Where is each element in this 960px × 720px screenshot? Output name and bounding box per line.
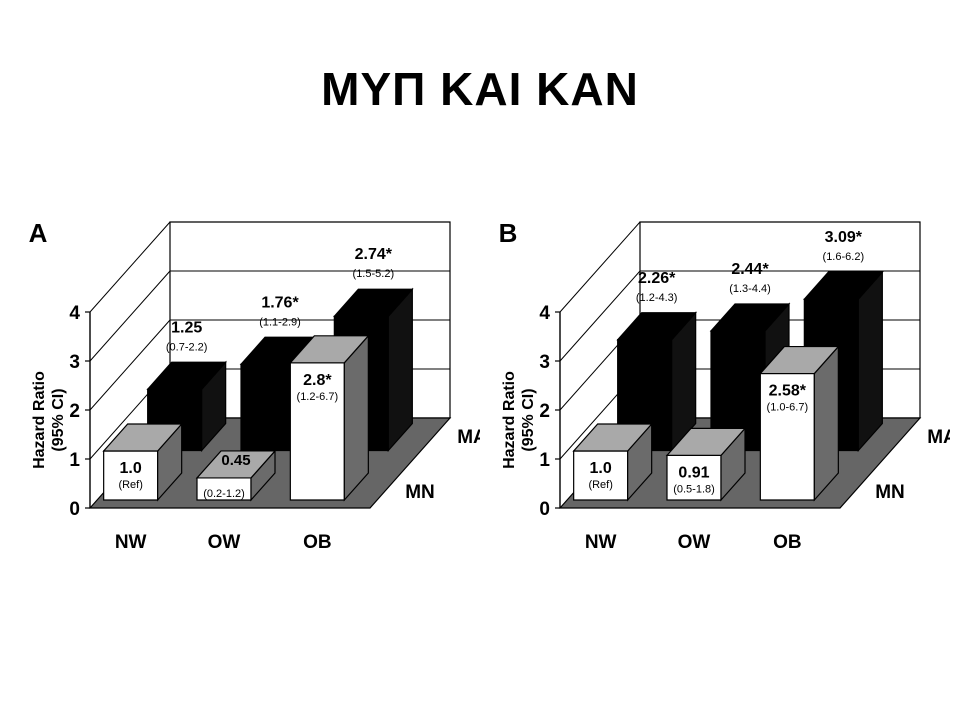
y-axis-label: Hazard Ratio (95% CI) bbox=[31, 371, 67, 469]
x-tick-label: OB bbox=[303, 532, 332, 553]
bar-top bbox=[572, 423, 654, 452]
bar-mn-ob: 2.8* (1.2-6.7) bbox=[288, 334, 370, 502]
value-label: 2.74* bbox=[355, 246, 393, 263]
gridline-side bbox=[559, 270, 641, 362]
x-tick-label: OB bbox=[773, 532, 802, 553]
y-tick-label: 4 bbox=[69, 303, 80, 324]
x-tick-label: NW bbox=[115, 532, 147, 553]
value-label: 3.09* bbox=[825, 229, 863, 246]
y-axis-label: Hazard Ratio (95% CI) bbox=[501, 371, 537, 469]
chart-panel-b: 0 1 2 3 4 B Hazard Ratio (95% CI) 2.26* (1.2-4.3)… bbox=[499, 218, 950, 553]
bar-top bbox=[102, 423, 184, 452]
panel-label: A bbox=[29, 218, 48, 248]
ci-label: (0.7-2.2) bbox=[166, 341, 208, 353]
bar-top bbox=[758, 345, 840, 375]
value-label: 2.26* bbox=[638, 270, 676, 287]
value-label: 1.76* bbox=[261, 294, 299, 311]
slide-title: ΜΥΠ ΚΑΙ ΚΑΝ bbox=[321, 63, 639, 115]
y-tick-label: 3 bbox=[69, 352, 80, 373]
y-tick-label: 2 bbox=[539, 401, 550, 422]
ci-label: (0.2-1.2) bbox=[203, 488, 245, 500]
bar-mn-ow: 0.45 (0.2-1.2) bbox=[195, 449, 277, 502]
value-label: 0.45 bbox=[221, 452, 250, 469]
bar-ma-ow: 2.44* (1.3-4.4) bbox=[709, 261, 791, 453]
bar-side bbox=[343, 334, 369, 502]
ci-label: (1.2-6.7) bbox=[297, 391, 339, 403]
gridline-side bbox=[89, 319, 171, 411]
bar-top bbox=[616, 312, 698, 341]
x-tick-label: OW bbox=[678, 532, 711, 553]
bar-top bbox=[146, 361, 228, 390]
gridline-side bbox=[89, 270, 171, 362]
value-label: 0.91 bbox=[678, 464, 709, 481]
bar-top bbox=[709, 303, 791, 332]
bar-mn-nw: 1.0 (Ref) bbox=[102, 422, 184, 502]
y-tick-label: 4 bbox=[539, 303, 550, 324]
value-label: 2.58* bbox=[769, 383, 807, 400]
ci-label: (1.5-5.2) bbox=[353, 268, 395, 280]
bar-top bbox=[665, 427, 747, 457]
y-axis-label-line1: Hazard Ratio bbox=[31, 371, 48, 469]
depth-label-ma: MA bbox=[927, 427, 950, 448]
y-tick-label: 0 bbox=[69, 499, 80, 520]
value-label: 1.0 bbox=[590, 460, 612, 477]
bar-front bbox=[240, 363, 296, 452]
value-label: 1.25 bbox=[171, 319, 202, 336]
bar-top bbox=[195, 450, 277, 479]
y-axis-label-line1: Hazard Ratio bbox=[501, 371, 518, 469]
bar-top bbox=[332, 288, 414, 317]
depth-label-mn: MN bbox=[405, 482, 435, 503]
y-tick-label: 3 bbox=[539, 352, 550, 373]
bar-ma-nw: 2.26* (1.2-4.3) bbox=[616, 270, 698, 453]
gridline-side bbox=[89, 221, 171, 313]
ci-label: (1.1-2.9) bbox=[259, 316, 301, 328]
y-tick-label: 1 bbox=[69, 450, 80, 471]
ci-label: (0.5-1.8) bbox=[673, 483, 715, 495]
ci-label: (Ref) bbox=[118, 479, 142, 491]
y-tick-label: 2 bbox=[69, 401, 80, 422]
value-label: 1.0 bbox=[120, 460, 142, 477]
y-tick-label: 0 bbox=[539, 499, 550, 520]
panel-label: B bbox=[499, 218, 518, 248]
value-label: 2.44* bbox=[731, 261, 769, 278]
ci-label: (1.2-4.3) bbox=[636, 292, 678, 304]
depth-label-mn: MN bbox=[875, 482, 905, 503]
bar-side bbox=[857, 270, 883, 453]
depth-label-ma: MA bbox=[457, 427, 480, 448]
ci-label: (1.6-6.2) bbox=[823, 251, 865, 263]
bar-top bbox=[802, 271, 884, 300]
bar-mn-ob: 2.58* (1.0-6.7) bbox=[758, 345, 840, 502]
y-axis-label-line2: (95% CI) bbox=[50, 388, 67, 451]
ci-label: (Ref) bbox=[588, 479, 612, 491]
bar-top bbox=[288, 335, 370, 364]
value-label: 2.8* bbox=[303, 372, 332, 389]
y-tick-label: 1 bbox=[539, 450, 550, 471]
ci-label: (1.3-4.4) bbox=[729, 283, 771, 295]
gridline-side bbox=[559, 221, 641, 313]
bar-side bbox=[387, 287, 413, 453]
ci-label: (1.0-6.7) bbox=[767, 402, 809, 414]
y-axis-label-line2: (95% CI) bbox=[520, 388, 537, 451]
bar-mn-ow: 0.91 (0.5-1.8) bbox=[665, 426, 747, 502]
x-tick-label: NW bbox=[585, 532, 617, 553]
x-tick-label: OW bbox=[208, 532, 241, 553]
bar-ma-nw: 1.25 (0.7-2.2) bbox=[146, 319, 228, 453]
bar-mn-nw: 1.0 (Ref) bbox=[572, 422, 654, 502]
